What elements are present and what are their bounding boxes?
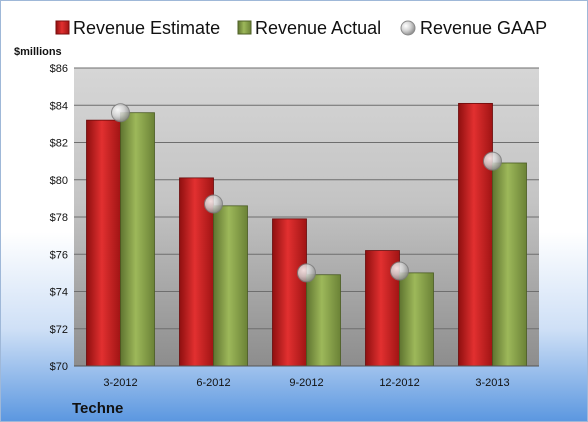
y-tick-label: $84 [50, 100, 68, 112]
bar-revenue-actual [213, 205, 248, 367]
legend-swatch-gaap [400, 20, 416, 36]
marker-revenue-gaap [390, 261, 409, 281]
bar-revenue-estimate [272, 218, 307, 367]
y-tick-label: $80 [50, 175, 68, 187]
bar-revenue-actual [306, 274, 341, 367]
y-unit-label: $millions [14, 46, 62, 58]
y-tick-label: $72 [50, 324, 68, 336]
marker-revenue-gaap [204, 194, 223, 214]
y-tick-label: $76 [50, 249, 68, 261]
bar-revenue-actual [120, 112, 155, 367]
y-tick-label: $86 [50, 63, 68, 75]
gaap-markers [111, 103, 502, 283]
x-tick-label: 3-2012 [103, 377, 137, 389]
legend-swatch-actual [237, 20, 252, 35]
marker-revenue-gaap [111, 103, 130, 123]
x-tick-labels: 3-2012 6-2012 9-2012 12-2012 3-2013 [103, 377, 509, 389]
marker-revenue-gaap [297, 263, 316, 283]
legend: Revenue Estimate Revenue Actual Revenue … [55, 18, 547, 38]
y-tick-label: $74 [50, 287, 68, 299]
x-tick-label: 6-2012 [196, 377, 230, 389]
legend-label-gaap: Revenue GAAP [420, 18, 547, 38]
legend-swatch-estimate [55, 20, 70, 35]
x-tick-label: 12-2012 [379, 377, 419, 389]
bar-revenue-estimate [86, 119, 121, 367]
bar-revenue-actual [399, 272, 434, 367]
y-tick-labels: $70 $72 $74 $76 $78 $80 $82 $84 $86 [50, 63, 68, 373]
x-tick-label: 3-2013 [475, 377, 509, 389]
company-label: Techne [72, 400, 123, 417]
legend-label-estimate: Revenue Estimate [73, 18, 220, 38]
bars [86, 102, 527, 367]
legend-label-actual: Revenue Actual [255, 18, 381, 38]
marker-revenue-gaap [483, 151, 502, 171]
x-tick-label: 9-2012 [289, 377, 323, 389]
y-tick-label: $70 [50, 361, 68, 373]
y-tick-label: $78 [50, 212, 68, 224]
bar-revenue-estimate [458, 102, 493, 367]
y-tick-label: $82 [50, 138, 68, 150]
bar-revenue-actual [492, 162, 527, 367]
